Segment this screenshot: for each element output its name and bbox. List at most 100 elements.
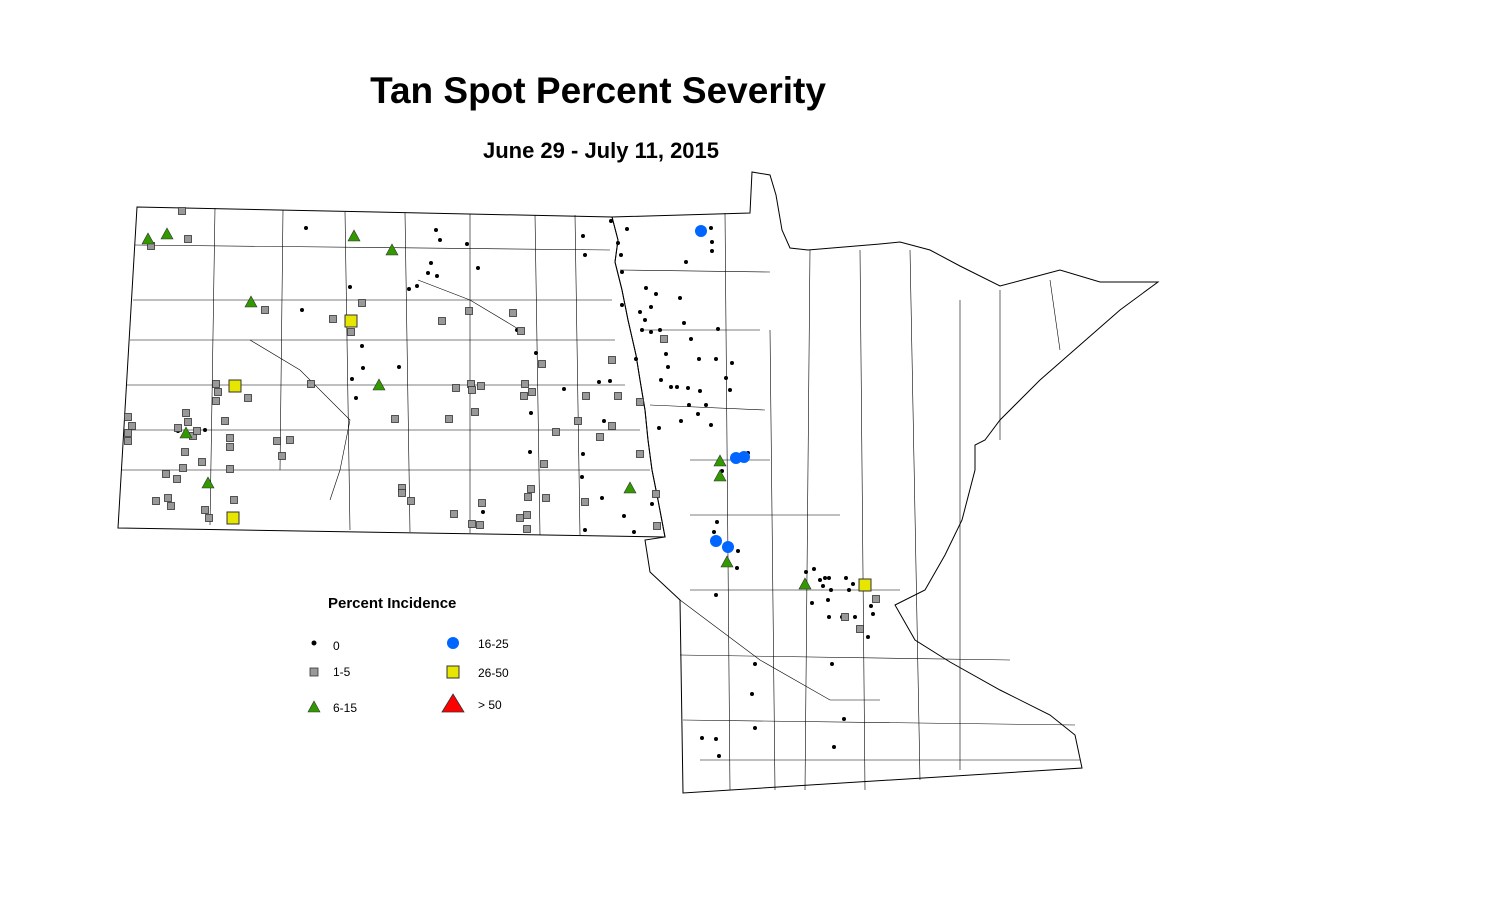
site-marker-black (679, 419, 683, 423)
site-marker-black (697, 357, 701, 361)
site-marker-black (826, 598, 830, 602)
site-marker-black (823, 576, 827, 580)
site-marker-black (698, 389, 702, 393)
site-marker-black (602, 419, 606, 423)
site-marker-black (581, 452, 585, 456)
site-marker-black (354, 396, 358, 400)
site-marker-black (827, 576, 831, 580)
site-marker-black (689, 337, 693, 341)
site-marker-yellow (226, 511, 240, 525)
site-marker-gray (581, 498, 589, 506)
site-marker-gray (523, 525, 531, 533)
site-marker-black (397, 365, 401, 369)
site-marker-gray (471, 408, 479, 416)
site-marker-blue (738, 451, 750, 463)
site-marker-gray (542, 494, 550, 502)
county-boundary (279, 209, 284, 471)
county-boundary (534, 214, 541, 536)
site-marker-black (625, 227, 629, 231)
site-marker-black (581, 234, 585, 238)
site-marker-black (730, 361, 734, 365)
site-marker-black (644, 286, 648, 290)
site-marker-gray (182, 409, 190, 417)
site-marker-black (649, 305, 653, 309)
site-marker-green (720, 555, 734, 568)
county-boundary (679, 599, 880, 701)
site-marker-black (710, 240, 714, 244)
minnesota-outline (611, 171, 1160, 794)
site-marker-black (583, 253, 587, 257)
county-boundary (769, 329, 776, 791)
site-marker-black (481, 510, 485, 514)
county-boundary (682, 719, 1076, 726)
county-boundary (859, 249, 866, 791)
site-marker-gray (520, 392, 528, 400)
site-marker-gray (596, 433, 604, 441)
site-marker-black (620, 303, 624, 307)
site-marker-gray (212, 397, 220, 405)
site-marker-gray (329, 315, 337, 323)
site-marker-gray (358, 299, 366, 307)
site-marker-black (434, 228, 438, 232)
site-marker-black (529, 411, 533, 415)
site-marker-black (426, 271, 430, 275)
site-marker-black (643, 318, 647, 322)
legend-symbol-0 (311, 640, 317, 646)
site-marker-black (619, 253, 623, 257)
site-marker-black (704, 403, 708, 407)
site-marker-green (179, 426, 193, 439)
site-marker-gray (184, 235, 192, 243)
site-marker-black (678, 296, 682, 300)
site-marker-gray (527, 485, 535, 493)
site-marker-black (304, 226, 308, 230)
site-marker-gray (523, 511, 531, 519)
site-marker-black (669, 385, 673, 389)
site-marker-green (713, 454, 727, 467)
site-marker-black (597, 380, 601, 384)
site-marker-gray (226, 434, 234, 442)
legend-label-1-5: 1-5 (333, 665, 351, 679)
site-marker-gray (391, 415, 399, 423)
site-marker-gray (516, 514, 524, 522)
county-boundary (909, 249, 921, 781)
site-marker-black (435, 274, 439, 278)
north-dakota-outline (117, 206, 666, 538)
site-marker-black (716, 327, 720, 331)
site-marker-gray (608, 356, 616, 364)
legend-symbol-1-5 (309, 667, 319, 677)
site-marker-green (798, 577, 812, 590)
site-marker-gray (173, 475, 181, 483)
site-marker-gray (226, 443, 234, 451)
site-marker-black (348, 285, 352, 289)
site-marker-yellow (228, 379, 242, 393)
site-marker-green (372, 378, 386, 391)
site-marker-black (728, 388, 732, 392)
site-marker-gray (407, 497, 415, 505)
site-marker-black (657, 426, 661, 430)
site-marker-black (600, 496, 604, 500)
site-marker-black (847, 588, 851, 592)
site-marker-black (360, 344, 364, 348)
site-marker-black (562, 387, 566, 391)
site-marker-black (580, 475, 584, 479)
legend-symbol-6-15 (307, 700, 321, 713)
site-marker-gray (445, 415, 453, 423)
county-boundary (249, 339, 351, 501)
site-marker-gray (193, 427, 201, 435)
site-marker-gray (528, 388, 536, 396)
site-marker-gray (841, 613, 849, 621)
site-marker-gray (273, 437, 281, 445)
site-marker-gray (214, 388, 222, 396)
site-marker-blue (695, 225, 707, 237)
county-boundary (724, 212, 731, 791)
site-marker-black (818, 578, 822, 582)
site-marker-gray (230, 496, 238, 504)
map-title: Tan Spot Percent Severity (370, 70, 826, 111)
site-marker-black (609, 219, 613, 223)
site-marker-black (714, 737, 718, 741)
legend-label-0: 0 (333, 639, 340, 653)
site-marker-gray (226, 465, 234, 473)
site-marker-black (658, 328, 662, 332)
legend-symbol-26-50 (446, 665, 460, 679)
site-marker-gray (452, 384, 460, 392)
